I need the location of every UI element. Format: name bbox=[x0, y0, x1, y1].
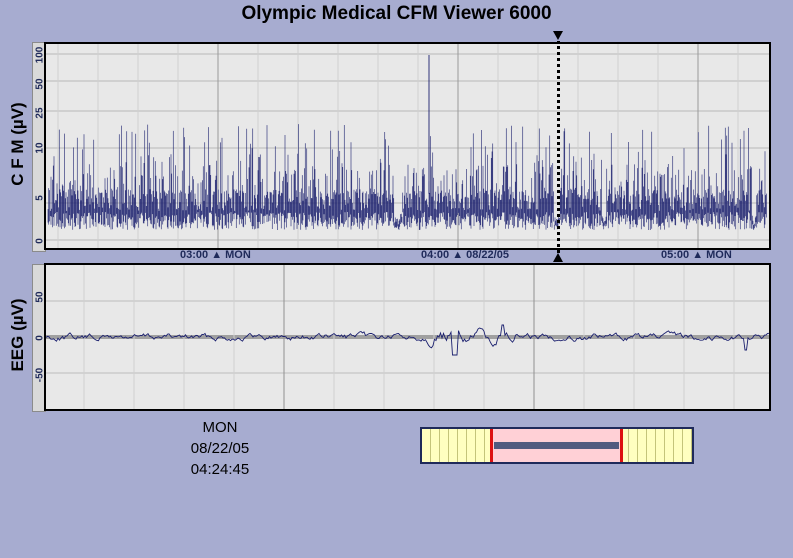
overview-tick bbox=[646, 429, 647, 462]
overview-tick bbox=[664, 429, 665, 462]
eeg-y-axis-label: EEG (µV) bbox=[8, 298, 27, 372]
eeg-trace bbox=[46, 265, 769, 409]
cursor-line[interactable] bbox=[557, 41, 560, 253]
time-label-0300-text: 03:00 bbox=[180, 249, 209, 261]
day-label-mon-2: MON bbox=[706, 249, 732, 261]
cfm-plot[interactable] bbox=[44, 42, 771, 250]
overview-tick bbox=[475, 429, 476, 462]
time-label-0500: 05:00 ▲ MON bbox=[661, 249, 732, 261]
overview-tick bbox=[655, 429, 656, 462]
cfm-amplitude-trace bbox=[47, 124, 767, 230]
overview-tick bbox=[430, 429, 431, 462]
cursor-time: 04:24:45 bbox=[190, 461, 250, 478]
overview-data-bar bbox=[494, 442, 620, 449]
overview-tick bbox=[466, 429, 467, 462]
overview-tick bbox=[457, 429, 458, 462]
overview-tick bbox=[484, 429, 485, 462]
cursor-marker-bottom[interactable] bbox=[553, 253, 563, 262]
overview-tick bbox=[637, 429, 638, 462]
overview-tick bbox=[439, 429, 440, 462]
time-label-0300: 03:00 ▲ MON bbox=[180, 249, 251, 261]
app-title: Olympic Medical CFM Viewer 6000 bbox=[241, 3, 552, 24]
date-label: 08/22/05 bbox=[466, 249, 509, 261]
overview-tick bbox=[448, 429, 449, 462]
time-label-0400: 04:00 ▲ 08/22/05 bbox=[421, 249, 509, 261]
time-label-0500-text: 05:00 bbox=[661, 249, 690, 261]
time-label-0400-text: 04:00 bbox=[421, 249, 450, 261]
cfm-y-axis-label: C F M (µV) bbox=[8, 102, 27, 186]
cursor-marker-top[interactable] bbox=[553, 31, 563, 40]
day-label-mon-1: MON bbox=[225, 249, 251, 261]
cursor-date: 08/22/05 bbox=[190, 440, 250, 457]
cfm-trace bbox=[46, 44, 769, 248]
overview-tick bbox=[691, 429, 692, 462]
overview-tick bbox=[682, 429, 683, 462]
overview-tick bbox=[673, 429, 674, 462]
overview-tick bbox=[628, 429, 629, 462]
cursor-day: MON bbox=[202, 419, 238, 436]
eeg-signal-trace bbox=[46, 324, 769, 356]
overview-scrollbar[interactable] bbox=[420, 427, 694, 464]
eeg-plot[interactable] bbox=[44, 263, 771, 411]
